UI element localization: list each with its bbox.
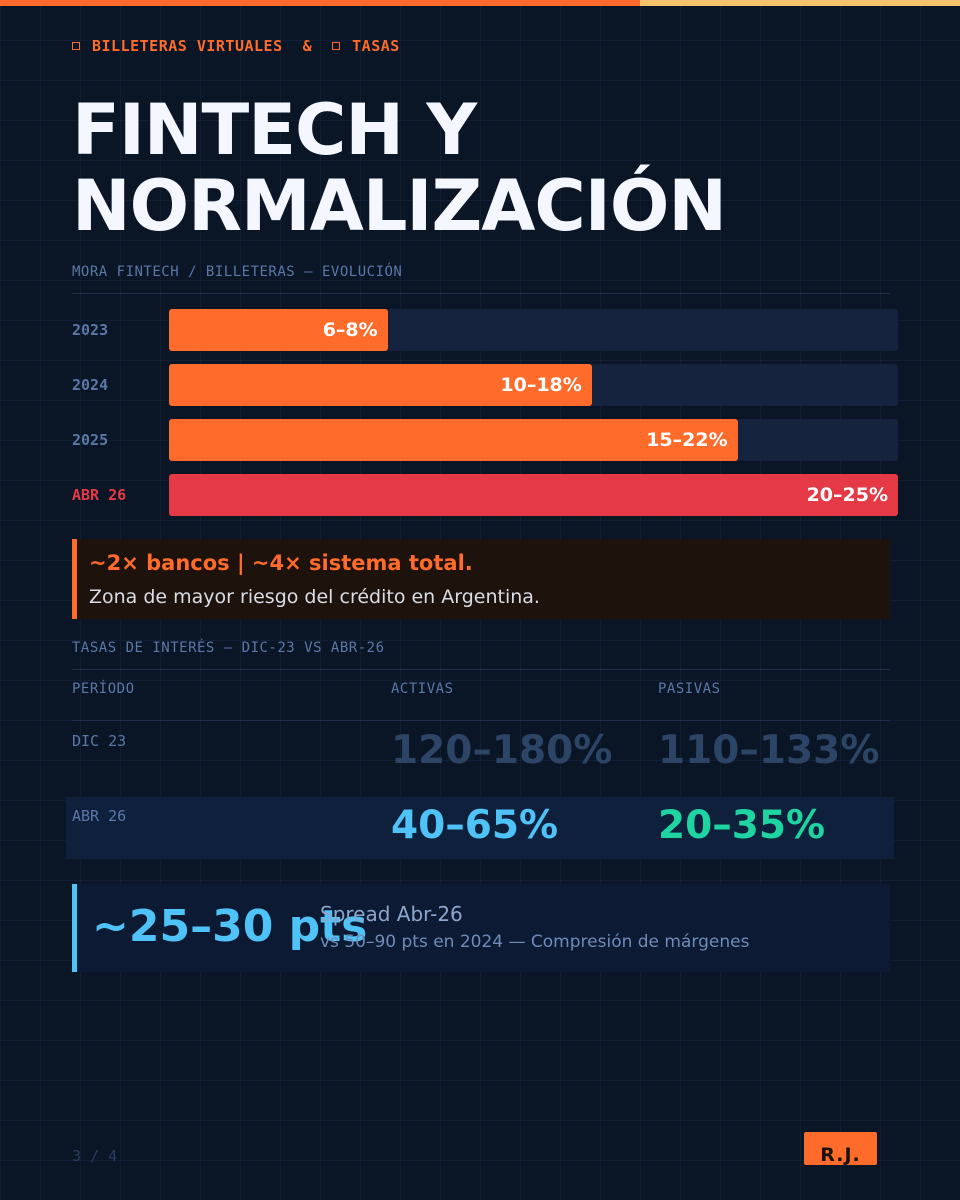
mora-bar-row: 2023 6–8% — [72, 309, 898, 351]
mora-bar-track: 20–25% — [169, 474, 898, 516]
mora-bar-value: 6–8% — [322, 319, 378, 341]
mora-bar-track: 6–8% — [169, 309, 898, 351]
mora-bar-fill: 10–18% — [169, 364, 592, 406]
mora-bar-row: ABR 26 20–25% — [72, 474, 898, 516]
col-header-period: PERÍODO — [72, 681, 135, 697]
risk-callout: ~2× bancos | ~4× sistema total. Zona de … — [72, 539, 890, 619]
mora-bar-fill: 6–8% — [169, 309, 388, 351]
spread-accent-edge — [72, 884, 77, 972]
top-accent-bar — [0, 0, 960, 6]
table-row-1-period: DIC 23 — [72, 732, 127, 750]
tasas-divider — [72, 669, 890, 670]
mora-bar-track: 15–22% — [169, 419, 898, 461]
tag-billeteras: BILLETERAS VIRTUALES — [92, 37, 283, 55]
table-row-2-activas: 40–65% — [391, 803, 559, 848]
spread-title: Spread Abr-26 — [320, 902, 463, 926]
callout-accent-edge — [72, 539, 77, 619]
mora-bar-period: 2023 — [72, 321, 109, 339]
table-header-divider — [72, 720, 890, 721]
mora-section-label: MORA FINTECH / BILLETERAS — EVOLUCIÓN — [72, 264, 403, 280]
callout-text: Zona de mayor riesgo del crédito en Arge… — [89, 586, 540, 608]
table-row-1-activas: 120–180% — [391, 728, 613, 773]
author-logo: R.J. — [804, 1132, 877, 1165]
mora-bar-fill: 15–22% — [169, 419, 738, 461]
mora-bar-track: 10–18% — [169, 364, 898, 406]
top-accent-bar-orange — [0, 0, 640, 6]
callout-headline: ~2× bancos | ~4× sistema total. — [89, 551, 473, 575]
top-accent-bar-yellow — [640, 0, 960, 6]
table-row-highlight — [66, 797, 894, 859]
author-logo-text: R.J. — [820, 1144, 861, 1165]
table-row-2-pasivas: 20–35% — [658, 803, 826, 848]
tag-tasas: TASAS — [352, 37, 400, 55]
mora-bar-period: 2024 — [72, 376, 109, 394]
mora-bar-value: 20–25% — [806, 484, 888, 506]
spread-value: ~25–30 pts — [92, 901, 368, 952]
mora-bar-row: 2024 10–18% — [72, 364, 898, 406]
col-header-pasivas: PASIVAS — [658, 681, 721, 697]
col-header-activas: ACTIVAS — [391, 681, 454, 697]
mora-bar-period: ABR 26 — [72, 486, 127, 504]
table-row-2-period: ABR 26 — [72, 807, 127, 825]
mora-bar-value: 15–22% — [646, 429, 728, 451]
square-bullet-icon — [332, 42, 341, 50]
category-tagline: BILLETERAS VIRTUALES & TASAS — [72, 36, 400, 56]
mora-bar-value: 10–18% — [500, 374, 582, 396]
tag-ampersand: & — [302, 37, 313, 55]
spread-subtitle: vs 50–90 pts en 2024 — Compresión de már… — [320, 932, 750, 952]
mora-bar-fill: 20–25% — [169, 474, 898, 516]
table-row-1-pasivas: 110–133% — [658, 728, 880, 773]
square-bullet-icon — [72, 42, 80, 50]
page-title-line-1: FINTECH Y — [72, 89, 477, 171]
page-title: FINTECH Y NORMALIZACIÓN — [72, 89, 727, 247]
page-title-line-2: NORMALIZACIÓN — [72, 165, 727, 247]
spread-card: ~25–30 pts Spread Abr-26 vs 50–90 pts en… — [72, 884, 890, 972]
mora-divider — [72, 293, 890, 294]
tasas-section-label: TASAS DE INTERÉS — DIC-23 VS ABR-26 — [72, 640, 385, 656]
page-indicator: 3 / 4 — [72, 1147, 118, 1165]
mora-bar-row: 2025 15–22% — [72, 419, 898, 461]
mora-bar-period: 2025 — [72, 431, 109, 449]
